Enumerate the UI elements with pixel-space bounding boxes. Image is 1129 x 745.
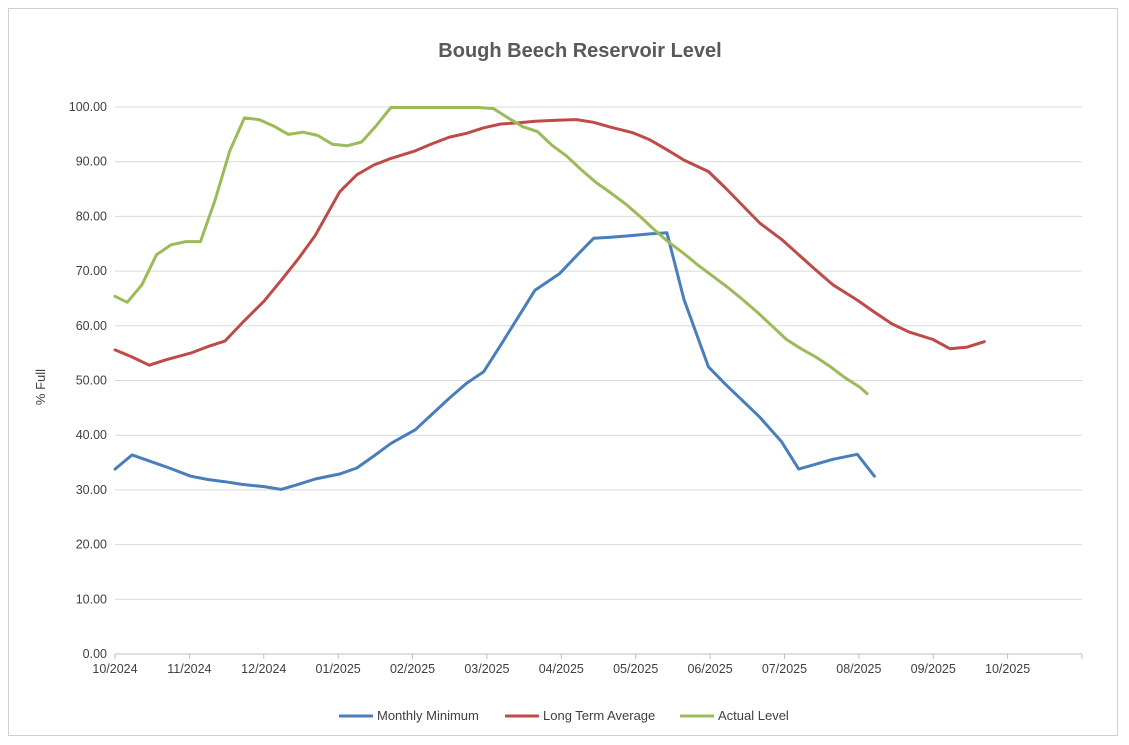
chart-frame: Bough Beech Reservoir Level % Full 0.00 1… [8, 8, 1118, 736]
y-tick-label: 60.00 [76, 319, 107, 333]
y-tick-label: 0.00 [83, 647, 107, 661]
series-lines [113, 106, 986, 491]
x-tick-label: 04/2025 [539, 662, 584, 676]
y-tick-label: 70.00 [76, 264, 107, 278]
x-tick-label: 01/2025 [316, 662, 361, 676]
y-tick-label: 40.00 [76, 428, 107, 442]
y-tick-label: 30.00 [76, 483, 107, 497]
x-tick-label: 08/2025 [836, 662, 881, 676]
legend-label: Actual Level [718, 708, 789, 723]
chart-title: Bough Beech Reservoir Level [438, 40, 721, 62]
series-line-long-term-average [113, 118, 986, 367]
series-line-actual-level [113, 106, 869, 396]
x-tick-label: 10/2025 [985, 662, 1030, 676]
x-tick-label: 09/2025 [911, 662, 956, 676]
x-tick-label: 02/2025 [390, 662, 435, 676]
x-tick-label: 07/2025 [762, 662, 807, 676]
y-tick-label: 10.00 [76, 592, 107, 606]
y-tick-label: 20.00 [76, 538, 107, 552]
line-chart: Bough Beech Reservoir Level % Full 0.001… [33, 40, 1083, 723]
gridlines [115, 106, 1082, 655]
y-tick-label: 100.00 [69, 100, 107, 114]
series-line-monthly-minimum [113, 231, 876, 491]
y-axis-label: % Full [33, 369, 48, 405]
legend-label: Long Term Average [543, 708, 655, 723]
y-tick-label: 50.00 [76, 374, 107, 388]
x-tick-label: 10/2024 [92, 662, 137, 676]
legend-label: Monthly Minimum [377, 708, 479, 723]
x-tick-label: 03/2025 [464, 662, 509, 676]
x-tick-label: 06/2025 [687, 662, 732, 676]
legend: Monthly Minimum Long Term Average Actual L… [339, 708, 789, 723]
x-tick-label: 05/2025 [613, 662, 658, 676]
x-tick-label: 12/2024 [241, 662, 286, 676]
y-tick-label: 80.00 [76, 209, 107, 223]
y-axis-ticks: 0.00 10.00 20.00 30.00 40.00 50.00 60.00 70.00 8… [69, 100, 107, 661]
x-axis-ticks: 10/2024 11/2024 12/2024 01/2025 02/2025 03/20… [92, 654, 1083, 676]
y-tick-label: 90.00 [76, 155, 107, 169]
x-tick-label: 11/2024 [167, 662, 211, 676]
